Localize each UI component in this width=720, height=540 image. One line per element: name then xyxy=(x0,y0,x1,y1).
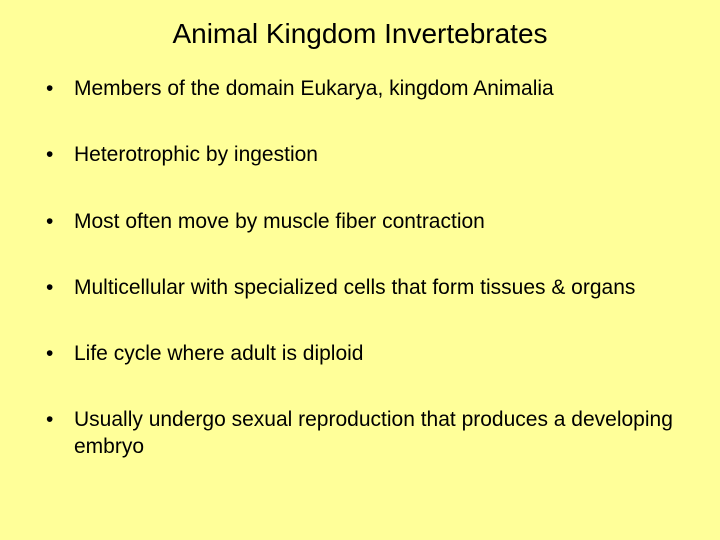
list-item: Heterotrophic by ingestion xyxy=(46,142,688,168)
list-item: Members of the domain Eukarya, kingdom A… xyxy=(46,76,688,102)
list-item: Multicellular with specialized cells tha… xyxy=(46,275,688,301)
slide: Animal Kingdom Invertebrates Members of … xyxy=(0,0,720,540)
list-item: Usually undergo sexual reproduction that… xyxy=(46,407,688,460)
slide-title: Animal Kingdom Invertebrates xyxy=(92,18,628,50)
list-item: Most often move by muscle fiber contract… xyxy=(46,209,688,235)
bullet-list: Members of the domain Eukarya, kingdom A… xyxy=(32,76,688,460)
list-item: Life cycle where adult is diploid xyxy=(46,341,688,367)
